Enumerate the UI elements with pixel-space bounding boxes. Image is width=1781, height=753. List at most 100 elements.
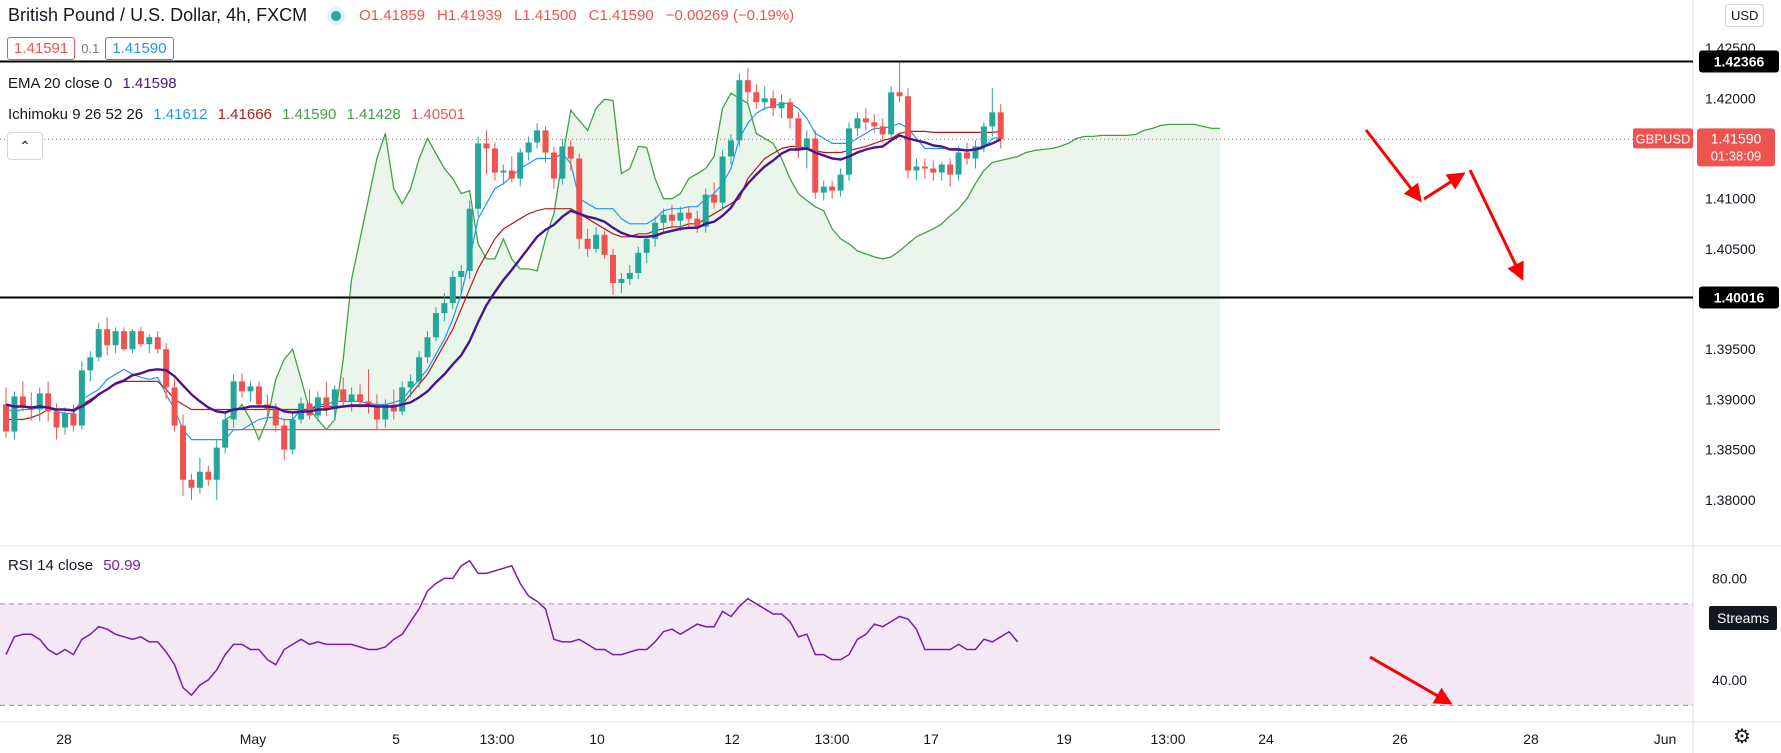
candle-body	[154, 337, 161, 350]
time-tick-label: 28	[1523, 731, 1539, 747]
candle-body	[542, 130, 549, 153]
candle-body	[432, 313, 439, 338]
candle-body	[593, 234, 600, 249]
candle-body	[626, 272, 633, 279]
price-tick-label: 1.38500	[1705, 442, 1756, 458]
candle-body	[255, 386, 262, 405]
candle-body	[78, 370, 85, 426]
candles-group	[3, 62, 1004, 500]
candle-body	[980, 126, 987, 147]
rsi-value: 50.99	[103, 557, 141, 574]
candle-body	[550, 152, 557, 179]
candle-body	[803, 138, 810, 149]
candle-body	[340, 389, 347, 402]
rsi-legend[interactable]: RSI 14 close 50.99	[8, 557, 141, 574]
candle-body	[905, 96, 912, 171]
candle-body	[921, 166, 928, 169]
currency-button[interactable]: USD	[1725, 4, 1765, 27]
candle-body	[62, 413, 69, 428]
level-label-bg-1	[1699, 286, 1779, 309]
time-tick-label: 13:00	[479, 731, 514, 747]
spread-value: 0.1	[81, 41, 100, 56]
candle-body	[87, 357, 94, 371]
candle-body	[736, 80, 743, 141]
candle-body	[862, 118, 869, 123]
candle-body	[230, 381, 237, 420]
ichimoku-legend[interactable]: Ichimoku 9 26 52 26 1.41612 1.41666 1.41…	[8, 106, 465, 123]
candle-body	[525, 142, 532, 153]
candle-body	[222, 419, 229, 448]
price-tick-label: 1.42500	[1705, 40, 1756, 56]
candle-body	[314, 397, 321, 416]
candle-body	[146, 337, 153, 345]
candle-body	[652, 222, 659, 239]
price-tick-label: 1.38000	[1705, 492, 1756, 508]
candle-body	[711, 194, 718, 203]
candle-body	[820, 186, 827, 193]
candle-body	[53, 411, 60, 428]
candle-body	[357, 394, 364, 402]
candle-body	[323, 397, 330, 410]
time-tick-label: 19	[1056, 731, 1072, 747]
candle-body	[272, 409, 279, 426]
ema20-line	[5, 134, 1002, 414]
time-tick-label: 13:00	[1150, 731, 1185, 747]
level-label-0: 1.42366	[1714, 54, 1765, 70]
close-value: C1.41590	[588, 7, 654, 24]
candle-body	[45, 393, 52, 412]
level-label-bg-0	[1699, 50, 1779, 73]
level-label-1: 1.40016	[1714, 289, 1765, 305]
low-value: L1.41500	[514, 7, 577, 24]
bid-ask-box: 1.41591 0.1 1.41590	[7, 37, 174, 60]
time-tick-label: 17	[923, 731, 939, 747]
buy-price-button[interactable]: 1.41590	[105, 37, 174, 60]
time-tick-label: 10	[589, 731, 605, 747]
candle-body	[213, 447, 220, 480]
candle-body	[938, 164, 945, 173]
candle-body	[618, 278, 625, 283]
ema-legend[interactable]: EMA 20 close 0 1.41598	[8, 75, 177, 92]
symbol-title[interactable]: British Pound / U.S. Dollar, 4h, FXCM	[8, 5, 308, 25]
ema-value: 1.41598	[122, 75, 177, 92]
candle-body	[441, 303, 448, 314]
ichimoku-span-a-line	[224, 92, 1220, 442]
time-tick-label: May	[240, 731, 266, 747]
ichimoku-label: Ichimoku 9 26 52 26	[8, 106, 144, 123]
candle-body	[694, 218, 701, 227]
ichimoku-value-tenkan: 1.41612	[153, 106, 208, 123]
candle-body	[727, 140, 734, 157]
rsi-label: RSI 14 close	[8, 557, 94, 574]
price-tag-timer: 01:38:09	[1711, 148, 1762, 163]
candle-body	[744, 80, 751, 93]
candle-body	[601, 234, 608, 255]
candle-body	[761, 98, 768, 103]
candle-body	[390, 404, 397, 412]
change-value: −0.00269 (−0.19%)	[665, 7, 795, 24]
candle-body	[416, 357, 423, 382]
candle-body	[112, 331, 119, 346]
candle-body	[449, 276, 456, 304]
symbol-tag-bg	[1633, 128, 1693, 149]
candle-body	[407, 381, 414, 388]
candle-body	[382, 404, 389, 420]
candle-body	[121, 331, 128, 350]
candle-body	[19, 396, 26, 407]
candle-body	[668, 214, 675, 221]
candle-body	[36, 393, 43, 410]
candle-body	[466, 208, 473, 271]
collapse-legend-button[interactable]: ⌃	[7, 132, 43, 160]
sell-price-button[interactable]: 1.41591	[7, 37, 76, 60]
candle-body	[786, 102, 793, 119]
ichimoku-value-lagging: 1.41590	[282, 106, 337, 123]
candle-body	[947, 164, 954, 175]
candle-body	[500, 170, 507, 173]
candle-body	[854, 118, 861, 129]
candle-body	[281, 425, 288, 450]
candle-body	[609, 254, 616, 283]
candle-body	[888, 92, 895, 135]
streams-tooltip: Streams	[1709, 606, 1778, 630]
settings-gear-icon[interactable]: ⚙	[1733, 726, 1751, 748]
price-tag-value: 1.41590	[1711, 130, 1762, 146]
candle-body	[576, 158, 583, 239]
